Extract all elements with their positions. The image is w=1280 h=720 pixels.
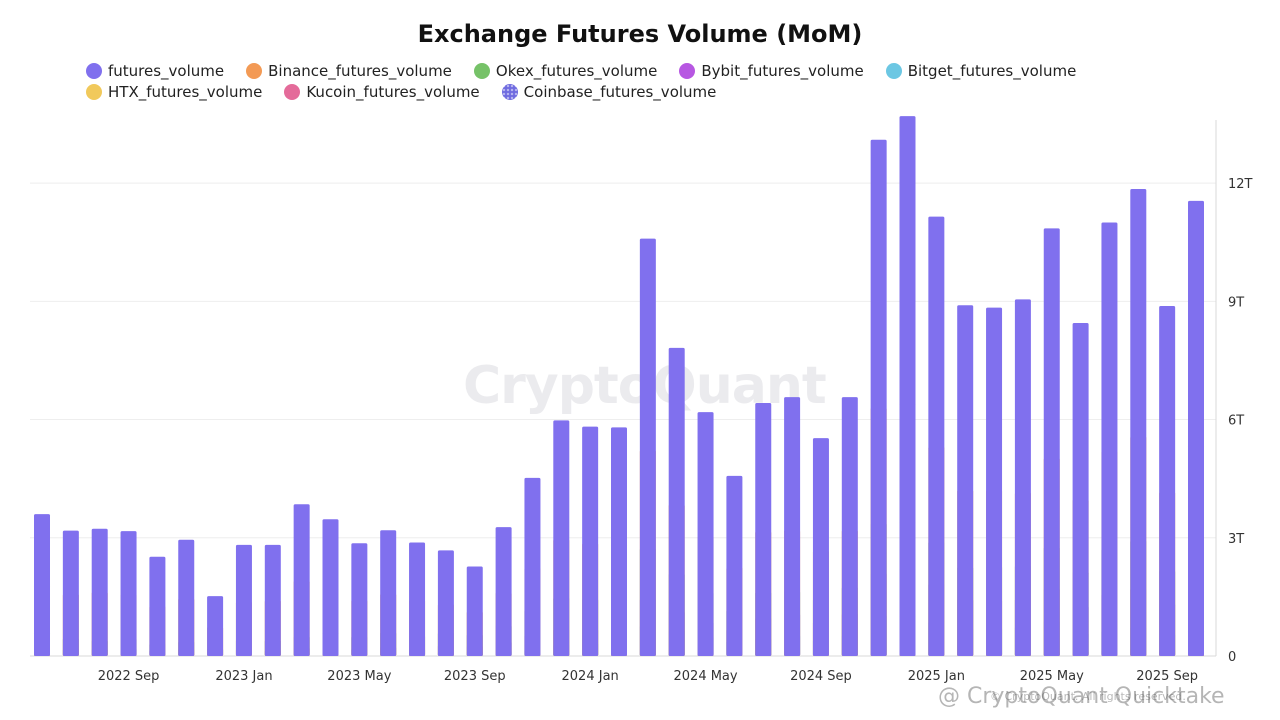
legend-item-HTX_futures_volume[interactable]: HTX_futures_volume	[86, 82, 262, 102]
x-tick-label: 2023 Sep	[444, 669, 506, 684]
legend-label: Bybit_futures_volume	[701, 62, 864, 80]
bar-futures_volume-32[interactable]	[957, 305, 974, 656]
legend-item-Bitget_futures_volume[interactable]: Bitget_futures_volume	[885, 61, 1077, 81]
bar-futures_volume-7[interactable]	[235, 544, 252, 656]
legend-item-Kucoin_futures_volume[interactable]: Kucoin_futures_volume	[284, 82, 480, 102]
bar-futures_volume-21[interactable]	[639, 238, 656, 657]
x-tick-label: 2024 Jan	[562, 669, 619, 684]
legend-label: Bitget_futures_volume	[907, 62, 1077, 80]
legend-item-Coinbase_futures_volume[interactable]: Coinbase_futures_volume	[501, 82, 717, 102]
legend-swatch	[86, 84, 102, 100]
bar-futures_volume-12[interactable]	[380, 530, 397, 656]
bar-futures_volume-9[interactable]	[293, 504, 310, 656]
legend-label: futures_volume	[108, 62, 225, 80]
x-tick-label: 2022 Sep	[98, 669, 160, 684]
bar-futures_volume-36[interactable]	[1072, 323, 1089, 656]
legend-swatch	[284, 84, 301, 100]
bar-futures_volume-37[interactable]	[1101, 222, 1118, 656]
x-tick-label: 2023 May	[327, 669, 391, 684]
x-tick-label: 2025 Jan	[908, 669, 965, 684]
bar-futures_volume-25[interactable]	[755, 403, 772, 656]
bar-futures_volume-2[interactable]	[91, 528, 108, 656]
chart-title: Exchange Futures Volume (MoM)	[417, 20, 863, 48]
bar-futures_volume-15[interactable]	[466, 566, 483, 656]
legend-item-futures_volume[interactable]: futures_volume	[86, 61, 224, 81]
bar-futures_volume-6[interactable]	[207, 596, 224, 656]
bar-futures_volume-28[interactable]	[841, 397, 858, 656]
legend-swatch	[473, 63, 490, 79]
y-tick-label: 12T	[1228, 177, 1253, 192]
bar-futures_volume-35[interactable]	[1043, 228, 1060, 656]
legend-swatch	[885, 63, 902, 79]
bar-futures_volume-4[interactable]	[149, 556, 166, 656]
bar-futures_volume-3[interactable]	[120, 531, 137, 656]
bar-futures_volume-16[interactable]	[495, 527, 512, 656]
bar-futures_volume-1[interactable]	[62, 530, 79, 656]
legend-label: Coinbase_futures_volume	[523, 83, 717, 101]
bar-futures_volume-26[interactable]	[784, 397, 801, 656]
chart-legend: futures_volume Binance_futures_volume Okex…	[86, 61, 1236, 102]
bar-futures_volume-38[interactable]	[1130, 189, 1147, 656]
legend-label: Binance_futures_volume	[268, 62, 452, 80]
bar-futures_volume-40[interactable]	[1188, 200, 1204, 656]
legend-swatch	[86, 63, 102, 79]
x-tick-label: 2024 May	[674, 669, 738, 684]
bar-futures_volume-30[interactable]	[899, 116, 916, 656]
y-tick-label: 6T	[1228, 414, 1244, 429]
legend-item-Bybit_futures_volume[interactable]: Bybit_futures_volume	[679, 61, 864, 81]
legend-swatch	[679, 63, 696, 79]
bar-futures_volume-29[interactable]	[870, 139, 887, 657]
legend-swatch	[501, 84, 518, 100]
legend-label: HTX_futures_volume	[108, 83, 263, 101]
bar-futures_volume-23[interactable]	[697, 412, 714, 656]
x-tick-label: 2024 Sep	[790, 669, 852, 684]
legend-label: Okex_futures_volume	[495, 62, 658, 80]
legend-swatch	[246, 63, 263, 79]
bar-futures_volume-24[interactable]	[726, 475, 743, 656]
bar-futures_volume-39[interactable]	[1159, 306, 1176, 656]
bar-futures_volume-31[interactable]	[928, 216, 945, 656]
bar-futures_volume-14[interactable]	[437, 550, 454, 656]
bar-futures_volume-0[interactable]	[34, 514, 50, 656]
bar-futures_volume-17[interactable]	[524, 477, 541, 656]
bar-futures_volume-5[interactable]	[178, 539, 195, 656]
x-tick-label: 2023 Jan	[215, 669, 272, 684]
legend-item-Binance_futures_volume[interactable]: Binance_futures_volume	[246, 61, 452, 81]
bar-futures_volume-22[interactable]	[668, 347, 685, 656]
bar-futures_volume-19[interactable]	[582, 426, 599, 656]
bar-futures_volume-34[interactable]	[1014, 299, 1031, 656]
bar-futures_volume-33[interactable]	[986, 307, 1003, 656]
x-tick-label: 2025 Sep	[1136, 669, 1198, 684]
bar-futures_volume-13[interactable]	[409, 542, 426, 656]
legend-label: Kucoin_futures_volume	[306, 83, 480, 101]
bar-futures_volume-18[interactable]	[553, 420, 570, 656]
bar-futures_volume-20[interactable]	[611, 427, 627, 656]
legend-item-Okex_futures_volume[interactable]: Okex_futures_volume	[473, 61, 658, 81]
y-tick-label: 3T	[1228, 532, 1244, 547]
bar-futures_volume-8[interactable]	[264, 544, 281, 656]
x-tick-label: 2025 May	[1020, 669, 1084, 684]
y-tick-label: 9T	[1228, 295, 1244, 310]
bar-futures_volume-27[interactable]	[812, 438, 829, 656]
y-tick-label: 0	[1228, 650, 1236, 665]
bar-futures_volume-10[interactable]	[322, 519, 339, 656]
bar-futures_volume-11[interactable]	[351, 543, 368, 656]
